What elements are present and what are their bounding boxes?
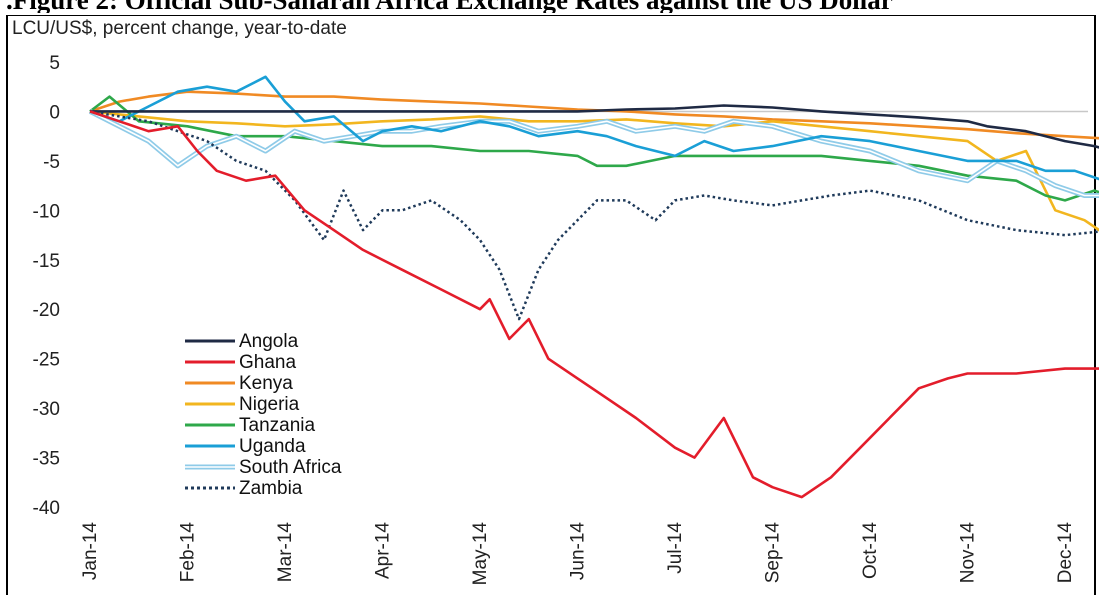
x-tick-label: May-14 bbox=[470, 522, 491, 586]
y-tick-label: -15 bbox=[33, 251, 60, 272]
legend-label-kenya: Kenya bbox=[239, 373, 293, 394]
figure-title: .Figure 2: Official Sub-Saharan Africa E… bbox=[6, 0, 1098, 13]
legend-label-tanzania: Tanzania bbox=[239, 415, 315, 436]
series-line-south-africa-inner bbox=[89, 110, 1099, 197]
x-tick-label: Mar-14 bbox=[275, 522, 296, 583]
y-tick-label: -30 bbox=[33, 399, 60, 420]
y-tick-label: 5 bbox=[49, 53, 60, 74]
x-tick-label: Jun-14 bbox=[568, 522, 589, 581]
x-tick-label: Jul-14 bbox=[665, 522, 686, 574]
series-line-ghana bbox=[89, 110, 1099, 499]
series-lines bbox=[88, 75, 1099, 499]
x-axis-ticks: Jan-14 Feb-14 Mar-14 Apr-14 May-14 Jun-14 Jul-… bbox=[80, 522, 1076, 586]
y-tick-label: -25 bbox=[33, 350, 60, 371]
legend: AngolaGhanaKenyaNigeriaTanzaniaUgandaSou… bbox=[185, 331, 342, 499]
x-tick-label: Feb-14 bbox=[178, 522, 199, 583]
y-tick-label: -20 bbox=[33, 300, 60, 321]
y-axis-unit-label: LCU/US$, percent change, year-to-date bbox=[12, 18, 347, 39]
x-tick-label: Jan-14 bbox=[80, 522, 101, 581]
legend-label-zambia: Zambia bbox=[239, 478, 303, 499]
x-tick-label: Nov-14 bbox=[958, 522, 979, 584]
x-tick-label: Apr-14 bbox=[373, 522, 394, 579]
y-tick-label: 0 bbox=[49, 102, 60, 123]
y-tick-label: -10 bbox=[33, 201, 60, 222]
x-tick-label: Oct-14 bbox=[860, 522, 881, 579]
series-line-zambia bbox=[89, 110, 1099, 321]
legend-label-angola: Angola bbox=[239, 331, 299, 352]
series-line-tanzania bbox=[89, 95, 1099, 202]
y-tick-label: -40 bbox=[33, 498, 60, 519]
y-axis-ticks: 5 0 -5 -10 -15 -20 -25 -30 -35 -40 bbox=[33, 53, 60, 519]
chart-frame bbox=[6, 15, 1096, 595]
x-tick-label: Dec-14 bbox=[1055, 522, 1076, 584]
y-tick-label: -5 bbox=[43, 152, 60, 173]
series-line-nigeria bbox=[89, 110, 1099, 232]
series-line-south-africa-outer bbox=[88, 109, 1099, 198]
legend-label-nigeria: Nigeria bbox=[239, 394, 300, 415]
series-line-angola bbox=[90, 104, 1099, 149]
legend-label-ghana: Ghana bbox=[239, 352, 296, 373]
legend-label-uganda: Uganda bbox=[239, 436, 306, 457]
legend-label-south-africa: South Africa bbox=[239, 457, 342, 478]
x-tick-label: Sep-14 bbox=[763, 522, 784, 584]
y-tick-label: -35 bbox=[33, 449, 60, 470]
series-line-uganda bbox=[89, 75, 1099, 181]
